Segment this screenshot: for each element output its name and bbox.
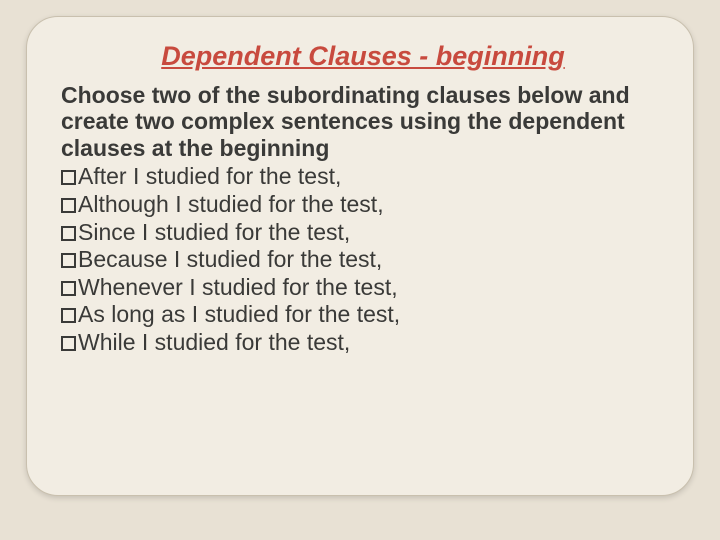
instructions-text: Choose two of the subordinating clauses … (61, 82, 665, 161)
item-text: As long as I studied for the test, (78, 301, 400, 327)
checkbox-icon (61, 253, 76, 268)
checkbox-icon (61, 308, 76, 323)
list-item: After I studied for the test, (61, 163, 665, 191)
list-item: Because I studied for the test, (61, 246, 665, 274)
checkbox-icon (61, 336, 76, 351)
list-item: As long as I studied for the test, (61, 301, 665, 329)
list-item: Since I studied for the test, (61, 219, 665, 247)
item-text: Whenever I studied for the test, (78, 274, 398, 300)
checkbox-icon (61, 198, 76, 213)
checkbox-icon (61, 281, 76, 296)
item-text: Although I studied for the test, (78, 191, 384, 217)
slide-title: Dependent Clauses - beginning (61, 41, 665, 72)
slide-card: Dependent Clauses - beginning Choose two… (26, 16, 694, 496)
list-item: Whenever I studied for the test, (61, 274, 665, 302)
item-text: While I studied for the test, (78, 329, 350, 355)
checkbox-icon (61, 226, 76, 241)
checkbox-icon (61, 170, 76, 185)
list-item: While I studied for the test, (61, 329, 665, 357)
item-text: Since I studied for the test, (78, 219, 350, 245)
list-item: Although I studied for the test, (61, 191, 665, 219)
item-text: After I studied for the test, (78, 163, 341, 189)
item-text: Because I studied for the test, (78, 246, 382, 272)
